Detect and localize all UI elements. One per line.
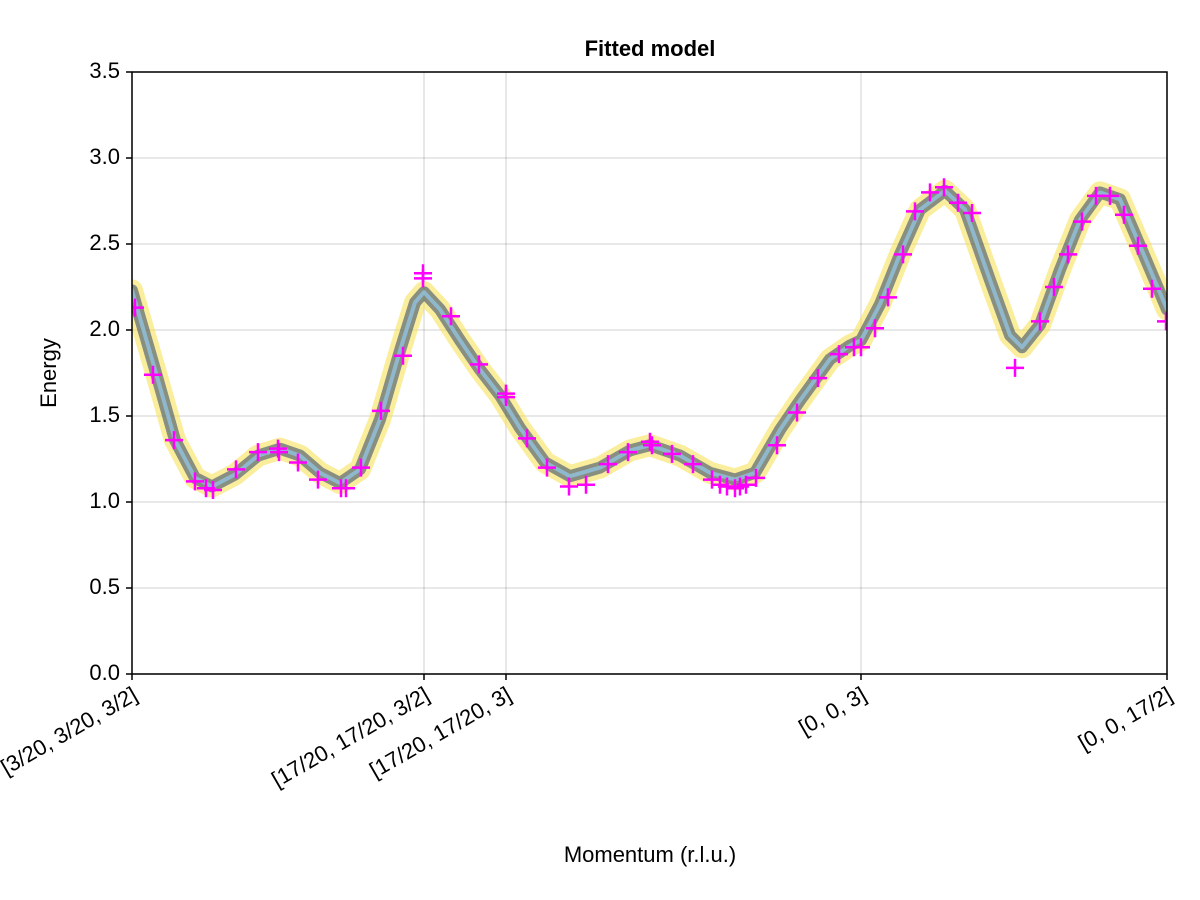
data-point: [352, 458, 370, 477]
data-point: [768, 436, 786, 455]
data-point: [921, 183, 939, 202]
data-point: [497, 388, 515, 407]
chart-title: Fitted model: [585, 36, 716, 61]
fit-line: [132, 188, 1167, 489]
y-tick-label: 0.0: [89, 660, 120, 685]
data-point: [1101, 186, 1119, 205]
data-point: [165, 431, 183, 450]
data-point: [538, 458, 556, 477]
data-point: [643, 436, 661, 455]
data-point: [879, 288, 897, 307]
data-point: [1031, 312, 1049, 331]
data-point: [1115, 205, 1133, 224]
data-point: [747, 468, 765, 487]
plot-area: [132, 178, 1167, 499]
data-point: [518, 429, 536, 448]
data-point: [577, 475, 595, 494]
data-point: [619, 443, 637, 462]
y-tick-label: 2.5: [89, 230, 120, 255]
data-point: [1143, 279, 1161, 298]
data-point: [394, 346, 412, 365]
data-point: [1157, 312, 1167, 331]
data-point: [560, 477, 578, 496]
data-point: [641, 432, 659, 451]
data-point: [684, 455, 702, 474]
data-point: [906, 202, 924, 221]
data-point: [249, 443, 267, 462]
y-tick-label: 0.5: [89, 574, 120, 599]
data-point: [1129, 236, 1147, 255]
data-point: [949, 193, 967, 212]
data-point: [227, 460, 245, 479]
data-point: [442, 307, 460, 326]
data-point: [866, 319, 884, 338]
data-point: [289, 453, 307, 472]
y-tick-label: 3.0: [89, 144, 120, 169]
data-point: [663, 444, 681, 463]
data-point: [963, 204, 981, 223]
data-point: [1059, 245, 1077, 264]
data-point: [788, 403, 806, 422]
data-point: [1006, 358, 1024, 377]
data-point: [204, 480, 222, 499]
y-tick-label: 3.5: [89, 58, 120, 83]
y-tick-label: 1.5: [89, 402, 120, 427]
data-point: [309, 470, 327, 489]
data-point: [372, 401, 390, 420]
y-tick-label: 1.0: [89, 488, 120, 513]
data-point: [414, 269, 432, 288]
data-point: [737, 475, 755, 494]
y-axis-label: Energy: [36, 338, 61, 408]
data-point: [809, 369, 827, 388]
data-point: [186, 472, 204, 491]
data-point: [852, 338, 870, 357]
axes-frame: [131, 71, 1168, 675]
data-point: [337, 479, 355, 498]
data-point: [599, 455, 617, 474]
x-axis-label: Momentum (r.l.u.): [564, 842, 736, 867]
data-point: [830, 345, 848, 364]
data-point: [935, 178, 953, 197]
data-point: [470, 355, 488, 374]
data-point: [1073, 212, 1091, 231]
data-point: [1045, 278, 1063, 296]
data-point: [270, 443, 288, 462]
data-point: [894, 245, 912, 264]
y-tick-label: 2.0: [89, 316, 120, 341]
data-point: [132, 298, 144, 317]
data-point: [144, 365, 162, 384]
